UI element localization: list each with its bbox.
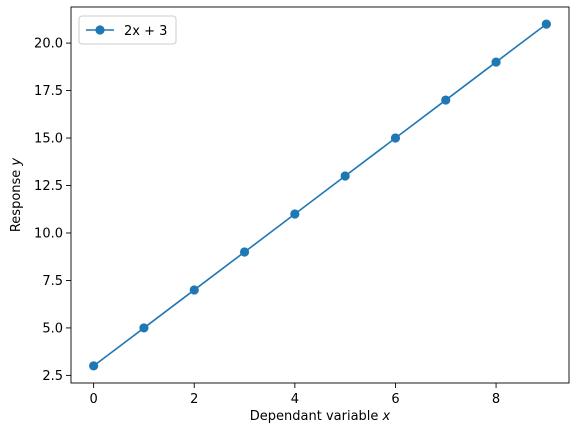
y-tick-label: 7.5	[42, 274, 63, 289]
legend: 2x + 3	[78, 15, 177, 45]
x-axis-label: Dependant variable x	[250, 409, 391, 424]
series-line	[93, 23, 547, 367]
x-tick-label: 6	[391, 392, 399, 407]
x-tick-label: 8	[492, 392, 500, 407]
data-point	[491, 57, 501, 67]
data-point	[139, 323, 149, 333]
legend-marker-swatch	[95, 25, 105, 35]
y-tick-label: 10.0	[34, 226, 63, 241]
y-axis-label-var: y	[9, 158, 24, 167]
data-point	[340, 171, 350, 181]
y-tick-label: 15.0	[34, 132, 63, 147]
legend-entry-label: 2x + 3	[124, 24, 167, 39]
y-axis-label: Response y	[9, 158, 24, 233]
y-axis-ticks: 2.5 5.0 7.5 10.0 12.5 15.0 17.5 20.0	[34, 37, 71, 384]
x-axis-label-var: x	[382, 409, 391, 424]
y-tick-label: 12.5	[34, 179, 63, 194]
legend-box	[78, 15, 177, 45]
y-tick-label: 5.0	[42, 321, 63, 336]
data-point	[189, 285, 199, 295]
data-point	[290, 209, 300, 219]
data-point	[390, 133, 401, 143]
data-point	[441, 95, 451, 105]
x-tick-label: 2	[190, 392, 198, 407]
y-axis-label-text: Response	[9, 166, 24, 233]
y-tick-label: 2.5	[42, 369, 63, 384]
x-axis-label-text: Dependant variable	[250, 409, 383, 424]
data-point	[541, 19, 551, 29]
y-tick-label: 20.0	[34, 37, 63, 52]
x-tick-label: 0	[89, 392, 97, 407]
plot-frame	[70, 6, 570, 384]
data-point	[89, 361, 99, 371]
data-point	[239, 247, 250, 257]
x-tick-label: 4	[291, 392, 299, 407]
x-axis-ticks: 0 2 4 6 8	[89, 383, 500, 407]
series-layer	[89, 19, 551, 371]
y-tick-label: 17.5	[34, 84, 63, 99]
